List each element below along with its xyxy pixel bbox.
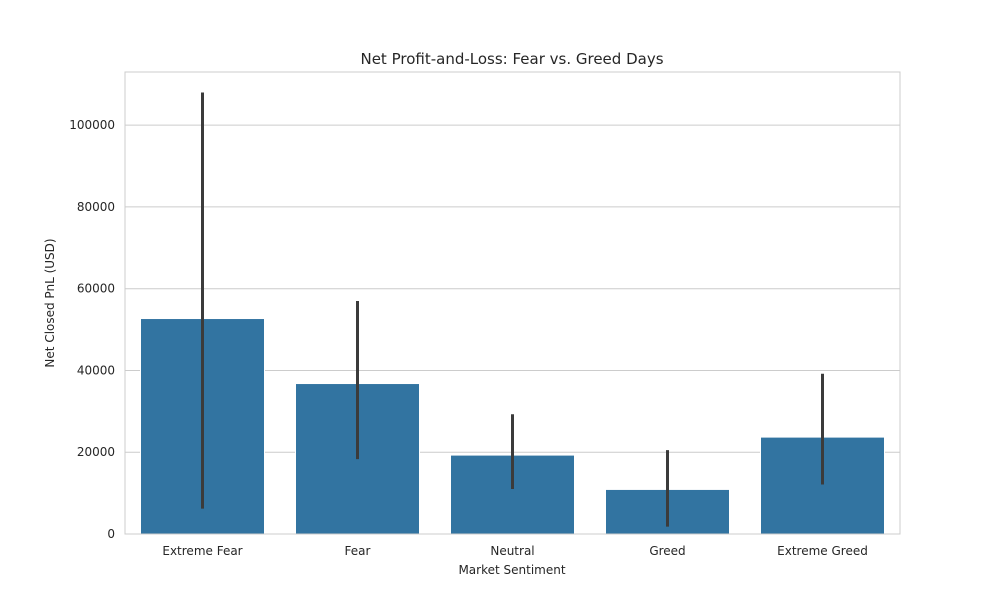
x-tick-label: Greed — [649, 544, 685, 558]
chart-title: Net Profit-and-Loss: Fear vs. Greed Days — [360, 50, 663, 68]
x-tick-label: Extreme Fear — [162, 544, 242, 558]
y-tick-label: 80000 — [77, 200, 115, 214]
y-tick-label: 20000 — [77, 445, 115, 459]
x-tick-label: Neutral — [490, 544, 534, 558]
y-tick-label: 60000 — [77, 282, 115, 296]
x-axis-label: Market Sentiment — [458, 563, 565, 577]
x-tick-label: Extreme Greed — [777, 544, 868, 558]
x-tick-labels: Extreme Fear Fear Neutral Greed Extreme Gree… — [162, 544, 867, 558]
y-tick-label: 40000 — [77, 363, 115, 377]
y-axis-label: Net Closed PnL (USD) — [43, 238, 57, 367]
y-tick-label: 0 — [107, 527, 115, 541]
plot-frame — [124, 71, 901, 535]
x-tick-label: Fear — [345, 544, 371, 558]
y-tick-labels: 0 20000 40000 60000 80000 100000 — [69, 118, 115, 541]
y-tick-label: 100000 — [69, 118, 115, 132]
error-bars — [201, 92, 824, 527]
